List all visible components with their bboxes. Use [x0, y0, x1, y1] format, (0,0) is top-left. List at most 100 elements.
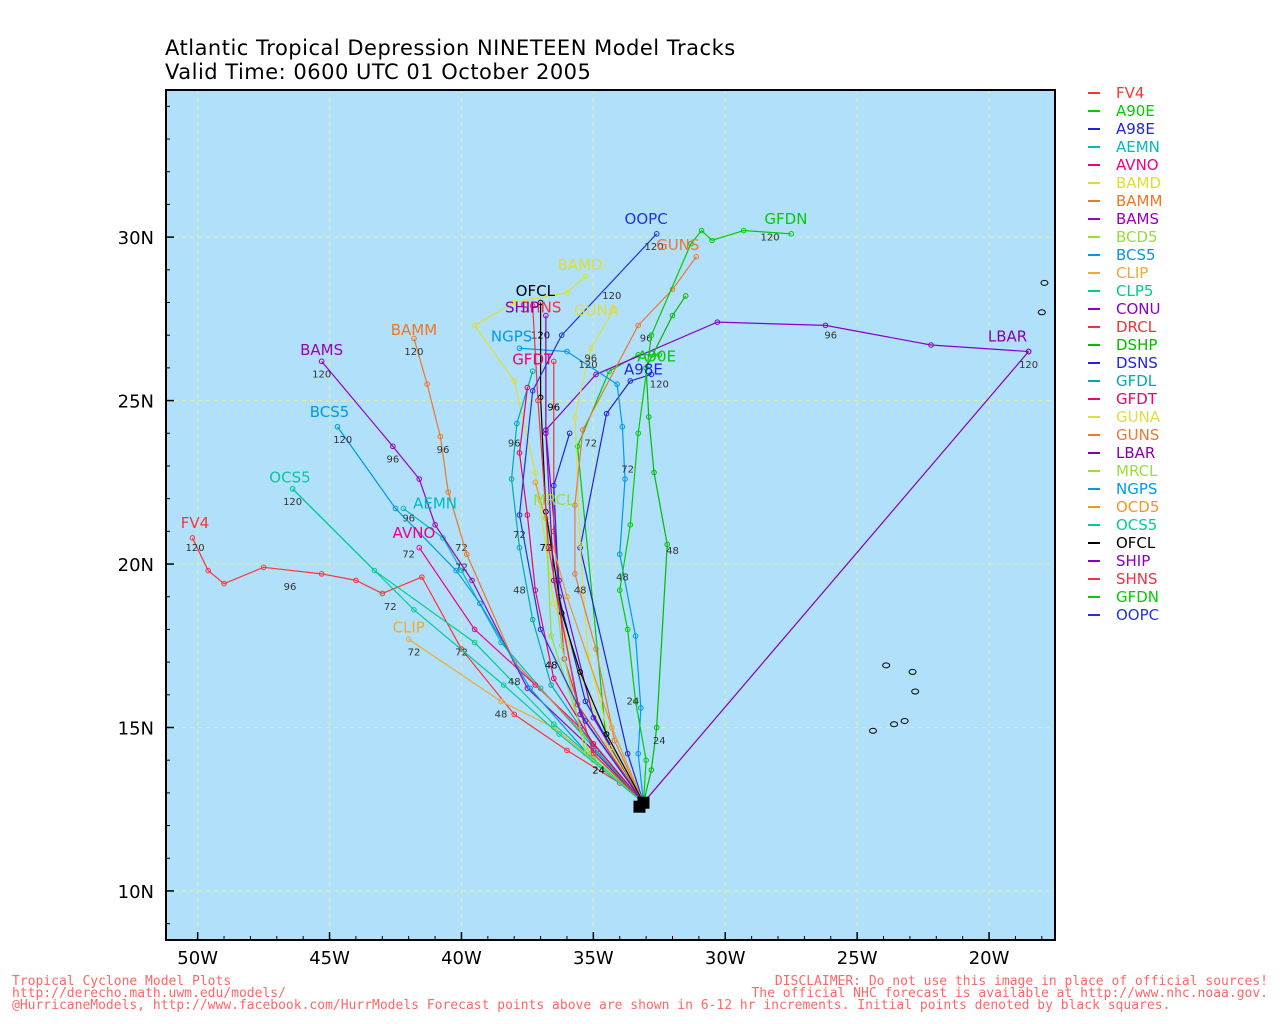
legend-label: AEMN [1116, 138, 1160, 156]
island [1040, 279, 1049, 286]
track-point [550, 600, 557, 607]
track-point [635, 322, 641, 329]
track-point [419, 574, 425, 580]
forecast-hour-label: 48 [616, 572, 629, 583]
forecast-hour-label: 24 [653, 736, 666, 747]
legend-label: FV4 [1116, 84, 1145, 102]
forecast-hour-label: 120 [761, 232, 780, 243]
track-point [564, 593, 570, 600]
track-point [619, 423, 626, 430]
track-point [558, 610, 565, 616]
track-point [577, 669, 583, 675]
legend-swatch [1088, 290, 1100, 292]
track-label: MRCL [533, 491, 575, 509]
track-point [445, 489, 452, 495]
track-ngps [519, 347, 645, 803]
track-point [643, 757, 649, 763]
legend-item-aemn: AEMN [1088, 138, 1162, 156]
islands [868, 279, 1064, 737]
track-point [709, 237, 715, 244]
x-tick-label: 45W [309, 948, 350, 969]
legend-label: BCD5 [1116, 228, 1158, 246]
legend-item-gfdl: GFDL [1088, 372, 1162, 390]
track-point [516, 345, 523, 352]
legend-label: GFDL [1116, 372, 1157, 390]
track-point [543, 430, 549, 437]
forecast-hour-label: 120 [283, 497, 302, 508]
track-point [651, 469, 657, 476]
track-point [318, 571, 325, 577]
track-point [632, 698, 639, 705]
track-point [416, 476, 423, 482]
track-point [624, 626, 631, 633]
track-point [189, 535, 196, 541]
track-point [390, 443, 396, 450]
forecast-hour-label: 120 [333, 435, 352, 446]
footer-url[interactable]: http://derecho.math.uwm.edu/models/ [12, 986, 286, 1001]
forecast-hour-label: 72 [513, 530, 526, 541]
legend-item-oopc: OOPC [1088, 606, 1162, 624]
track-point [611, 306, 618, 312]
track-point [405, 636, 412, 643]
track-point [432, 522, 438, 528]
legend-label: BAMS [1116, 210, 1160, 228]
track-label: NGPS [491, 328, 532, 346]
track-point [603, 731, 610, 737]
track-point [928, 342, 934, 348]
track-point [590, 741, 597, 747]
legend-label: CLIP [1116, 264, 1149, 282]
forecast-hour-label: 72 [455, 543, 468, 554]
island [890, 721, 899, 728]
plot-frame [165, 89, 1056, 941]
track-point [638, 705, 644, 711]
legend-label: A98E [1116, 120, 1155, 138]
legend-label: OCD5 [1116, 498, 1160, 516]
island [1057, 732, 1064, 737]
track-point [392, 505, 399, 512]
legend-label: BAMM [1116, 192, 1163, 210]
track-point [221, 580, 227, 587]
track-point [514, 420, 520, 427]
track-point [453, 567, 459, 574]
track-point [669, 312, 676, 319]
track-point [693, 253, 700, 260]
legend-item-bcd5: BCD5 [1088, 228, 1162, 246]
legend-label: DRCL [1116, 318, 1157, 336]
track-point [574, 701, 581, 708]
legend-swatch [1088, 164, 1100, 166]
forecast-hour-label: 48 [574, 585, 587, 596]
track-point [664, 541, 671, 548]
y-tick-label: 20N [118, 555, 154, 576]
track-point [529, 616, 536, 623]
track-label: FV4 [181, 514, 209, 532]
initial-point-square [633, 800, 646, 813]
legend-swatch [1088, 146, 1100, 148]
track-point [511, 378, 518, 384]
x-tick-label: 25W [837, 948, 878, 969]
track-label: A90E [637, 347, 676, 365]
legend-swatch [1088, 128, 1100, 130]
track-point [535, 397, 541, 404]
legend-item-ofcl: OFCL [1088, 534, 1162, 552]
track-point [334, 423, 341, 430]
forecast-hour-label: 48 [513, 585, 526, 596]
footer-title: Tropical Cyclone Model Plots [12, 974, 232, 989]
track-label: CLIP [393, 619, 425, 637]
legend-swatch [1088, 506, 1100, 508]
island [900, 717, 909, 724]
track-point [622, 476, 628, 482]
track-point [572, 502, 578, 508]
legend-item-gfdn: GFDN [1088, 588, 1162, 606]
legend-item-bams: BAMS [1088, 210, 1162, 228]
track-point [545, 544, 552, 551]
track-point [529, 387, 536, 394]
x-tick-label: 20W [969, 948, 1010, 969]
forecast-hour-label: 72 [584, 438, 597, 449]
track-point [624, 750, 631, 757]
track-point [511, 711, 518, 718]
track-point [548, 682, 554, 688]
legend-label: OOPC [1116, 606, 1160, 624]
legend-label: OCS5 [1116, 516, 1158, 534]
track-point [205, 567, 212, 574]
